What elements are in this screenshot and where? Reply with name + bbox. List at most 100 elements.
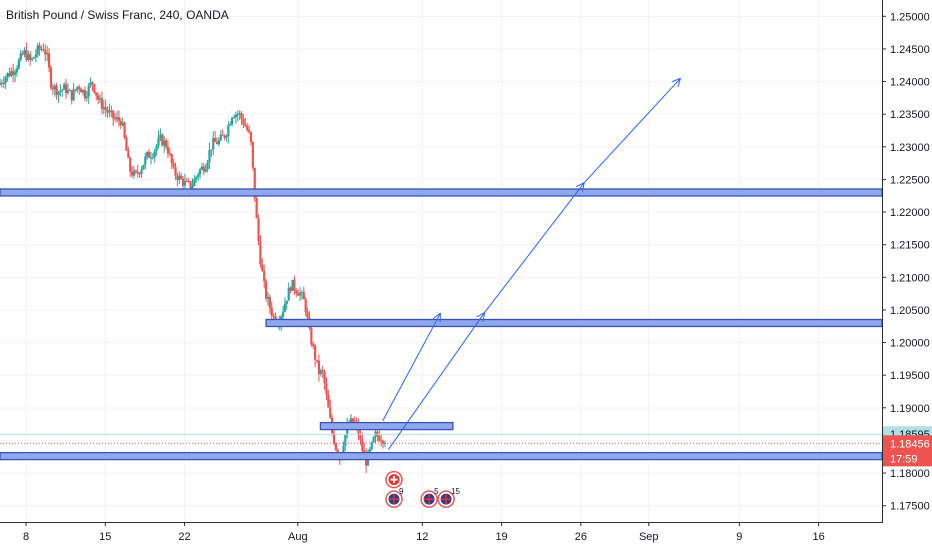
candle-body — [46, 53, 48, 54]
candle-body — [208, 150, 210, 162]
candle-body — [105, 107, 107, 110]
price-tick-label: 1.21000 — [890, 272, 930, 284]
candle-body — [89, 82, 91, 85]
event-count: 9 — [399, 487, 404, 496]
candle-body — [44, 50, 46, 54]
candle-body — [80, 89, 82, 93]
candle-body — [322, 370, 324, 371]
price-tag-label: 17:59 — [890, 453, 918, 465]
candle-body — [380, 441, 382, 442]
candle-body — [50, 68, 52, 88]
candle-body — [76, 87, 78, 90]
candle-body — [182, 179, 184, 186]
candle-body — [225, 136, 227, 138]
candle-body — [23, 50, 25, 55]
candle-body — [191, 186, 193, 188]
candle-body — [344, 435, 346, 446]
candle-body — [197, 174, 199, 176]
candle-body — [282, 312, 284, 317]
candle-body — [184, 181, 186, 186]
candle-body — [286, 301, 288, 304]
cross-icon — [391, 479, 398, 481]
candle-body — [18, 60, 20, 68]
candle-body — [140, 170, 142, 174]
candle-body — [12, 71, 14, 75]
time-tick-label: 12 — [416, 531, 428, 543]
candle-body — [116, 117, 118, 119]
candle-body — [218, 140, 220, 144]
candle-body — [373, 437, 375, 442]
time-tick-label: Sep — [639, 531, 659, 543]
candle-body — [227, 125, 229, 136]
time-tick-label: 9 — [736, 531, 742, 543]
candle-body — [169, 153, 171, 154]
time-tick-label: 19 — [495, 531, 507, 543]
event-count: 5 — [434, 487, 439, 496]
candle-body — [31, 58, 33, 59]
candle-body — [214, 138, 216, 142]
candle-body — [290, 288, 292, 291]
candle-body — [52, 87, 54, 89]
candle-body — [269, 297, 271, 308]
candle-body — [99, 98, 101, 99]
candle-body — [382, 441, 384, 443]
candle-body — [231, 118, 233, 124]
candle-body — [40, 49, 42, 50]
price-tick-label: 1.21500 — [890, 240, 930, 252]
candle-body — [5, 78, 7, 84]
candle-body — [259, 241, 261, 264]
candle-body — [318, 361, 320, 374]
candle-body — [246, 126, 248, 130]
candle-body — [103, 107, 105, 109]
candle-body — [188, 181, 190, 182]
candle-body — [293, 280, 295, 290]
candle-body — [152, 157, 154, 158]
candle-body — [6, 73, 8, 78]
candle-body — [78, 87, 80, 89]
candle-body — [284, 304, 286, 312]
candle-body — [178, 176, 180, 180]
candle-body — [69, 90, 71, 91]
price-tick-label: 1.18000 — [890, 468, 930, 480]
price-tick-label: 1.24000 — [890, 77, 930, 89]
candle-body — [142, 165, 144, 170]
candle-body — [201, 167, 203, 170]
candle-body — [223, 135, 225, 137]
price-tick-label: 1.17500 — [890, 501, 930, 513]
candle-body — [93, 84, 95, 92]
candle-body — [369, 449, 371, 452]
candle-body — [220, 135, 222, 140]
candle-body — [157, 138, 159, 146]
candle-body — [352, 418, 354, 421]
candle-body — [291, 280, 293, 291]
time-axis-bg — [0, 522, 882, 550]
chart-title: British Pound / Swiss Franc, 240, OANDA — [6, 8, 229, 22]
candle-body — [97, 96, 99, 100]
candle-body — [33, 57, 35, 58]
price-tick-label: 1.23500 — [890, 109, 930, 121]
candle-body — [88, 86, 90, 97]
price-axis: 1.250001.245001.240001.235001.230001.225… — [882, 0, 932, 550]
candle-body — [110, 111, 112, 112]
candle-body — [67, 90, 69, 93]
candle-body — [323, 372, 325, 384]
candle-body — [205, 169, 207, 172]
candle-body — [316, 360, 318, 361]
candle-body — [161, 135, 163, 146]
candle-body — [193, 179, 195, 186]
price-tag: 1.18456 — [883, 435, 932, 451]
candle-body — [203, 167, 205, 172]
candle-body — [59, 91, 61, 92]
candle-body — [159, 135, 161, 138]
candle-body — [144, 157, 146, 165]
candle-body — [122, 123, 124, 126]
candle-body — [250, 132, 252, 142]
price-tick-label: 1.19500 — [890, 370, 930, 382]
candle-body — [106, 110, 108, 113]
candle-body — [361, 439, 363, 450]
candle-body — [137, 172, 139, 174]
candle-body — [91, 82, 93, 84]
candle-body — [263, 271, 265, 281]
